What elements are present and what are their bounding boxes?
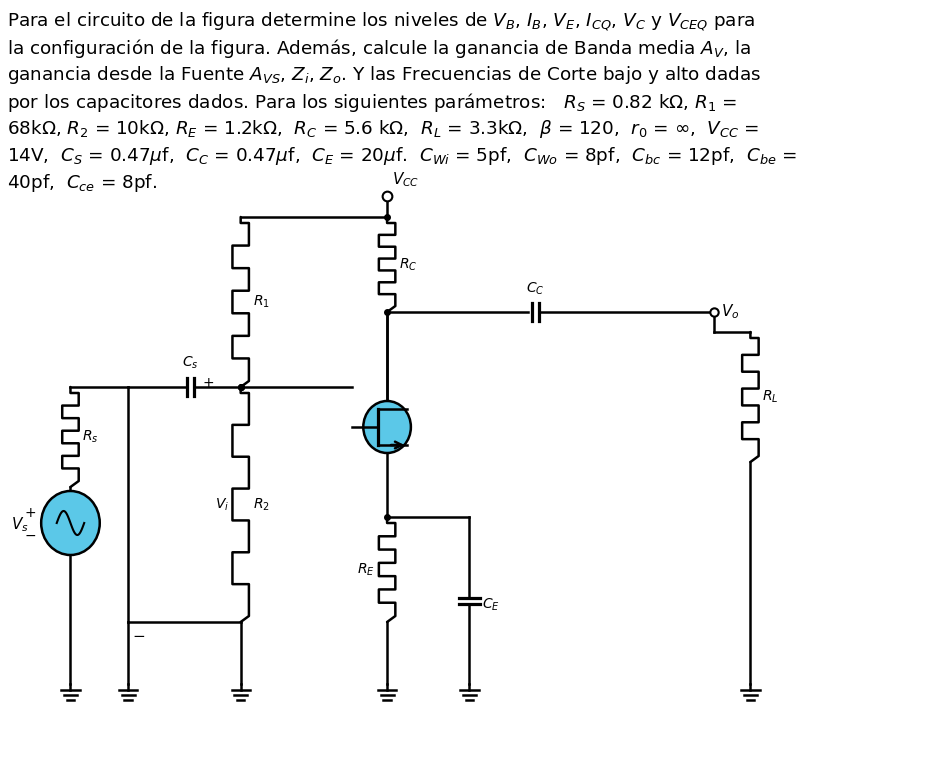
Text: $C_s$: $C_s$ [182, 354, 199, 371]
Text: +: + [202, 376, 214, 390]
Circle shape [363, 401, 411, 453]
Text: 40pf,  $C_{ce}$ = 8pf.: 40pf, $C_{ce}$ = 8pf. [7, 172, 157, 194]
Text: $V_{CC}$: $V_{CC}$ [392, 171, 419, 189]
Text: por los capacitores dados. Para los siguientes parámetros:   $R_S$ = 0.82 k$\Ome: por los capacitores dados. Para los sigu… [7, 91, 738, 114]
Text: Para el circuito de la figura determine los niveles de $V_B$, $I_B$, $V_E$, $I_{: Para el circuito de la figura determine … [7, 10, 756, 32]
Text: $-$: $-$ [131, 627, 145, 642]
Text: 68k$\Omega$, $R_2$ = 10k$\Omega$, $R_E$ = 1.2k$\Omega$,  $R_C$ = 5.6 k$\Omega$, : 68k$\Omega$, $R_2$ = 10k$\Omega$, $R_E$ … [7, 118, 759, 140]
Text: la configuración de la figura. Además, calcule la ganancia de Banda media $A_V$,: la configuración de la figura. Además, c… [7, 37, 751, 60]
Text: $R_C$: $R_C$ [399, 256, 418, 273]
Text: $\it{V_s}$: $\it{V_s}$ [10, 516, 29, 534]
Text: $R_L$: $R_L$ [762, 389, 779, 405]
Text: $-$: $-$ [23, 528, 36, 542]
Text: 14V,  $C_S$ = 0.47$\mu$f,  $C_C$ = 0.47$\mu$f,  $C_E$ = 20$\mu$f.  $C_{Wi}$ = 5p: 14V, $C_S$ = 0.47$\mu$f, $C_C$ = 0.47$\m… [7, 145, 797, 167]
Text: $R_E$: $R_E$ [357, 561, 375, 577]
Text: $R_2$: $R_2$ [253, 496, 269, 513]
Text: $R_s$: $R_s$ [82, 428, 99, 445]
Text: $\it{V_o}$: $\it{V_o}$ [721, 303, 740, 321]
Text: ganancia desde la Fuente $A_{VS}$, $Z_i$, $Z_o$. Y las Frecuencias de Corte bajo: ganancia desde la Fuente $A_{VS}$, $Z_i$… [7, 64, 761, 86]
Text: +: + [24, 506, 36, 520]
Text: $R_1$: $R_1$ [253, 294, 269, 310]
Circle shape [41, 491, 100, 555]
Text: $\it{V_i}$: $\it{V_i}$ [215, 496, 229, 513]
Text: $C_E$: $C_E$ [482, 596, 500, 613]
Text: $C_C$: $C_C$ [526, 280, 544, 297]
